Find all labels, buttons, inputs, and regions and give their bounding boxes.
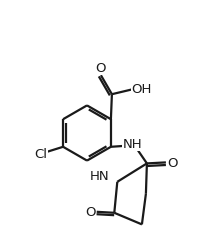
Text: NH: NH: [122, 138, 142, 151]
Text: Cl: Cl: [35, 148, 48, 161]
Text: O: O: [95, 62, 106, 75]
Text: OH: OH: [131, 83, 152, 96]
Text: HN: HN: [90, 170, 110, 183]
Text: O: O: [85, 206, 96, 219]
Text: O: O: [167, 157, 178, 170]
